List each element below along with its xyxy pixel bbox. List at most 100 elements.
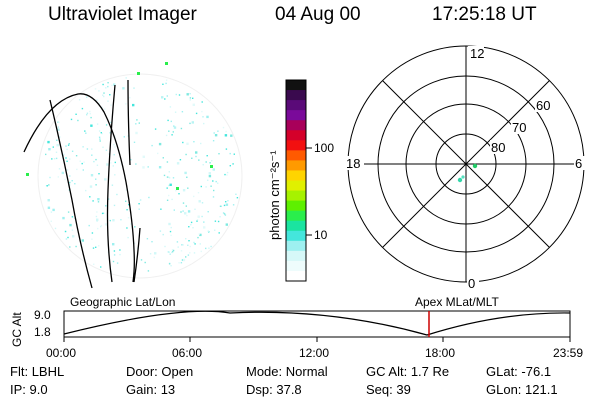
emission-pixel — [182, 202, 185, 204]
geo-grid-arc — [23, 93, 135, 283]
emission-pixel — [92, 200, 94, 202]
emission-pixel — [191, 121, 194, 124]
emission-pixel — [178, 262, 180, 264]
emission-pixel — [86, 114, 88, 116]
emission-pixel — [76, 168, 78, 171]
status-mode: Mode: Normal — [246, 364, 328, 379]
emission-pixel — [100, 225, 102, 228]
emission-pixel — [182, 189, 186, 192]
emission-pixel — [203, 226, 206, 229]
emission-pixel — [113, 250, 116, 252]
emission-pixel — [172, 250, 174, 253]
emission-pixel — [158, 142, 162, 146]
emission-pixel — [149, 253, 152, 255]
emission-pixel — [125, 103, 127, 105]
emission-pixel — [69, 223, 72, 227]
emission-pixel — [97, 201, 100, 203]
emission-pixel — [229, 165, 231, 167]
geo-grid-line-3 — [127, 79, 131, 166]
emission-pixel — [100, 266, 102, 268]
emission-pixel — [219, 205, 222, 207]
emission-pixel — [168, 171, 170, 173]
colorbar-cell — [286, 90, 306, 101]
emission-pixel — [201, 101, 203, 103]
emission-pixel — [96, 123, 99, 125]
emission-pixel — [192, 103, 195, 106]
emission-pixel — [79, 160, 81, 162]
emission-pixel — [126, 209, 128, 211]
emission-pixel — [119, 253, 121, 256]
emission-pixel — [202, 164, 204, 166]
emission-pixel — [50, 220, 52, 222]
emission-pixel — [113, 204, 116, 207]
emission-pixel — [68, 143, 70, 145]
emission-pixel — [158, 166, 162, 169]
emission-pixel — [89, 110, 91, 113]
emission-pixel — [135, 131, 138, 135]
emission-pixel — [96, 211, 98, 213]
emission-pixel — [98, 102, 101, 104]
colorbar-cell — [286, 240, 306, 252]
emission-pixel — [135, 123, 137, 125]
emission-pixel — [206, 155, 208, 157]
emission-pixel — [186, 176, 188, 178]
emission-pixel — [233, 153, 235, 155]
emission-pixel — [214, 229, 216, 231]
emission-pixel — [120, 219, 122, 221]
colorbar-tick-label-100: 100 — [314, 141, 334, 155]
geo-grid-line-4 — [133, 227, 141, 283]
emission-pixel — [172, 131, 174, 133]
emission-pixel — [182, 258, 186, 262]
emission-pixel — [109, 219, 111, 222]
emission-pixel — [101, 212, 104, 215]
emission-pixel — [66, 160, 68, 162]
colorbar-cell — [286, 100, 306, 111]
emission-pixel — [208, 172, 211, 175]
colorbar-cell — [286, 220, 306, 232]
emission-pixel — [212, 168, 215, 171]
emission-pixel — [195, 155, 197, 158]
emission-pixel — [201, 215, 203, 218]
emission-pixel — [185, 205, 187, 207]
emission-pixel — [89, 185, 93, 188]
emission-pixel — [184, 171, 187, 175]
emission-pixel — [166, 176, 169, 178]
emission-pixel — [151, 144, 153, 147]
emission-pixel — [114, 174, 116, 176]
emission-pixel — [219, 216, 221, 218]
emission-pixel — [47, 140, 50, 144]
emission-pixel — [214, 220, 217, 222]
emission-pixel — [103, 92, 105, 94]
colorbar-frame — [285, 79, 307, 282]
polar-plot — [347, 45, 585, 283]
emission-pixel — [104, 178, 107, 181]
emission-pixel — [213, 132, 215, 134]
colorbar-tick-label-10: 10 — [314, 228, 328, 242]
emission-pixel — [175, 93, 177, 96]
emission-pixel — [162, 157, 164, 159]
emission-pixel — [187, 210, 191, 213]
emission-pixel — [194, 243, 196, 245]
emission-pixel — [86, 96, 88, 98]
emission-pixel — [70, 118, 73, 121]
emission-pixel — [188, 240, 190, 242]
emission-pixel — [53, 158, 56, 160]
emission-pixel — [176, 162, 180, 165]
polar-emission-spot-3 — [461, 175, 465, 179]
emission-pixel — [186, 214, 188, 217]
emission-pixel — [125, 200, 127, 202]
emission-pixel — [225, 201, 227, 203]
emission-pixel — [123, 136, 125, 138]
emission-pixel — [95, 99, 98, 101]
emission-pixel — [110, 121, 112, 124]
emission-pixel — [182, 244, 184, 246]
emission-pixel — [114, 161, 116, 164]
emission-pixel — [168, 222, 171, 226]
emission-pixel — [146, 238, 149, 240]
emission-pixel — [84, 130, 86, 132]
emission-pixel — [91, 238, 93, 240]
altitude-timeline: GC Alt 9.0 1.8 — [10, 308, 571, 347]
emission-pixel — [102, 83, 104, 86]
emission-pixel — [168, 194, 170, 197]
